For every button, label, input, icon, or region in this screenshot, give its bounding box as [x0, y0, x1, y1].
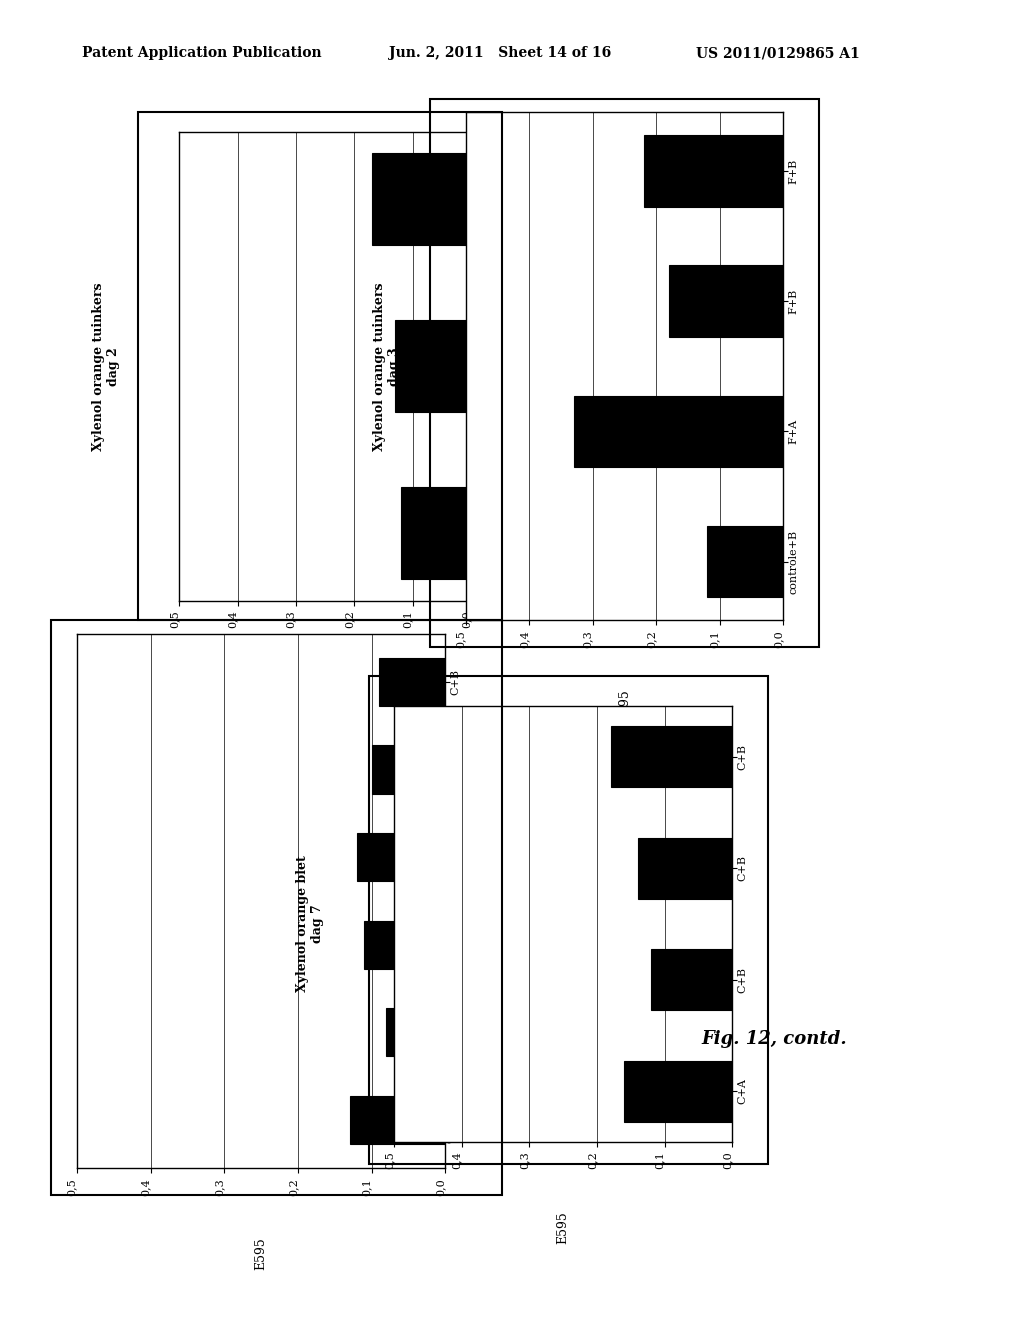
- Bar: [669, 265, 783, 337]
- Bar: [365, 920, 445, 969]
- Text: Xylenol orange tuinkers
dag 3: Xylenol orange tuinkers dag 3: [373, 282, 400, 450]
- Text: Xylenol orange tuinkers
dag 2: Xylenol orange tuinkers dag 2: [92, 282, 120, 450]
- Bar: [372, 153, 471, 246]
- Bar: [573, 396, 783, 467]
- Text: Jun. 2, 2011   Sheet 14 of 16: Jun. 2, 2011 Sheet 14 of 16: [389, 46, 611, 61]
- Text: Fig. 12, contd.: Fig. 12, contd.: [701, 1030, 847, 1048]
- Text: Patent Application Publication: Patent Application Publication: [82, 46, 322, 61]
- Bar: [644, 135, 783, 207]
- Text: Xylenol orange blet
dag 7: Xylenol orange blet dag 7: [296, 855, 324, 993]
- Bar: [651, 949, 732, 1010]
- Bar: [395, 321, 471, 412]
- Text: US 2011/0129865 A1: US 2011/0129865 A1: [696, 46, 860, 61]
- Bar: [379, 657, 445, 706]
- Bar: [372, 746, 445, 793]
- Bar: [708, 525, 783, 597]
- Bar: [624, 1061, 732, 1122]
- Bar: [610, 726, 732, 787]
- X-axis label: E595: E595: [255, 1237, 267, 1270]
- Bar: [357, 833, 445, 882]
- X-axis label: E595: E595: [618, 689, 631, 722]
- X-axis label: E595: E595: [557, 1210, 569, 1243]
- Bar: [349, 1096, 445, 1144]
- X-axis label: E595: E595: [318, 669, 332, 702]
- Bar: [401, 487, 471, 579]
- Bar: [386, 1008, 445, 1056]
- Bar: [638, 838, 732, 899]
